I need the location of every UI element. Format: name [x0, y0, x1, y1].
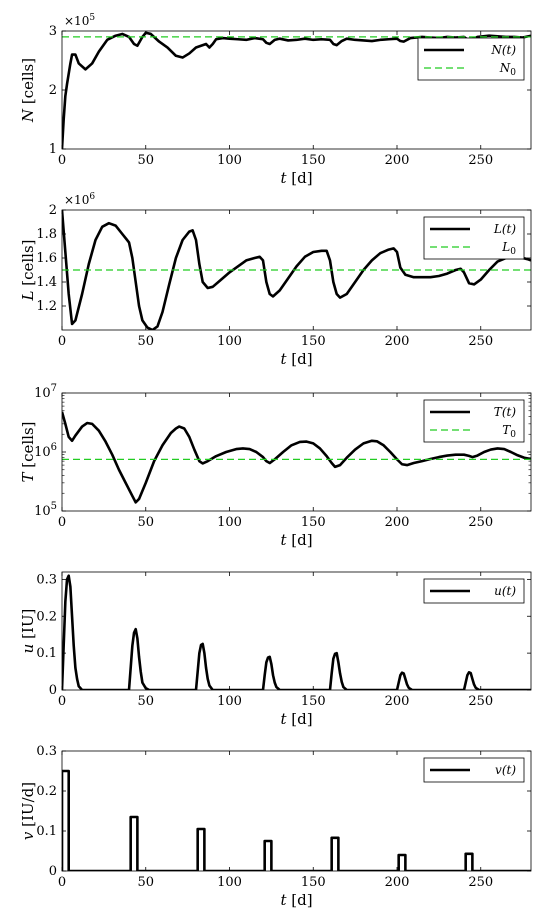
x-tick-label: 100	[217, 153, 242, 168]
legend-box	[423, 399, 525, 443]
y-tick-label: 0.3	[36, 744, 57, 759]
legend-label: N(t)	[490, 43, 516, 57]
y-tick-label: 0.2	[36, 784, 57, 799]
legend-label: T0	[502, 423, 516, 440]
x-tick-label: 250	[468, 875, 493, 890]
panel-v: 0 50 100 150 200 250 0 0.1 0.2 0.3 t [d] v [IU/d] v(…	[19, 744, 532, 909]
x-axis-label: t [d]	[280, 350, 312, 368]
panel-N: 0 50 100 150 200 250 1 2 3 ×105 t [d] N [cells] N(t)…	[19, 13, 532, 187]
y-tick-label: 0.1	[36, 646, 57, 661]
x-tick-label: 200	[385, 334, 410, 349]
x-tick-label: 150	[301, 875, 326, 890]
legend-label: T(t)	[494, 405, 517, 419]
y-tick-label: 107	[34, 383, 57, 401]
x-tick-label: 0	[58, 515, 66, 530]
panel-u: 0 50 100 150 200 250 0 0.1 0.2 0.3 t [d] u [IU] u(t)	[19, 571, 532, 728]
x-tick-label: 200	[385, 515, 410, 530]
y-tick-label: 1.8	[36, 227, 57, 242]
y-tick-label: 2	[49, 203, 57, 218]
y-tick-label: 1	[49, 142, 57, 157]
x-tick-label: 200	[385, 153, 410, 168]
x-tick-label: 200	[385, 694, 410, 709]
y-axis-label: N [cells]	[19, 58, 37, 123]
x-tick-label: 250	[468, 694, 493, 709]
legend: u(t)	[423, 578, 525, 604]
panel-L: 0 50 100 150 200 250 1.2 1.4 1.6 1.8 2 ×106 t [d] L […	[19, 192, 532, 368]
x-tick-label: 150	[301, 515, 326, 530]
axes-frame	[61, 571, 532, 691]
y-tick-label: 3	[49, 24, 57, 39]
series-line-v-0	[62, 769, 531, 871]
legend-label: v(t)	[495, 763, 516, 777]
x-tick-label: 0	[58, 875, 66, 890]
legend-label: L0	[501, 240, 516, 257]
y-tick-label: 106	[34, 442, 57, 460]
legend-label: u(t)	[494, 584, 516, 598]
legend-label: N0	[499, 61, 517, 78]
x-tick-label: 150	[301, 153, 326, 168]
y-tick-label: 0.3	[36, 572, 57, 587]
series-line-u-0	[62, 574, 531, 690]
y-tick-label: 0	[49, 864, 57, 879]
x-tick-label: 250	[468, 515, 493, 530]
axes-frame	[61, 750, 532, 872]
y-tick-label: 0.2	[36, 609, 57, 624]
y-exponent-label: ×106	[64, 192, 95, 207]
x-tick-label: 50	[137, 334, 154, 349]
x-tick-label: 100	[217, 515, 242, 530]
x-tick-label: 100	[217, 334, 242, 349]
x-tick-label: 50	[137, 875, 154, 890]
x-axis-label: t [d]	[280, 531, 312, 549]
y-tick-label: 0.1	[36, 824, 57, 839]
legend: T(t) T0	[423, 399, 525, 443]
x-tick-label: 50	[137, 694, 154, 709]
y-axis-label: v [IU/d]	[19, 782, 37, 840]
x-tick-label: 250	[468, 153, 493, 168]
legend-box	[423, 216, 525, 260]
x-tick-label: 100	[217, 694, 242, 709]
x-tick-label: 200	[385, 875, 410, 890]
y-tick-label: 2	[49, 83, 57, 98]
x-axis-label: t [d]	[280, 169, 312, 187]
y-tick-label: 0	[49, 683, 57, 698]
x-tick-label: 0	[58, 153, 66, 168]
axes-frame	[61, 209, 532, 331]
panel-T: 0 50 100 150 200 250 105 106 107 t [d] T [cells] T(…	[19, 383, 532, 549]
y-axis-label: u [IU]	[19, 609, 37, 654]
legend: N(t) N0	[417, 37, 525, 81]
legend-label: L(t)	[493, 222, 516, 236]
y-axis-label: T [cells]	[19, 421, 37, 482]
x-tick-label: 150	[301, 694, 326, 709]
y-tick-label: 105	[34, 501, 57, 519]
y-tick-label: 1.2	[36, 299, 57, 314]
y-axis-label: L [cells]	[19, 239, 37, 301]
x-tick-label: 100	[217, 875, 242, 890]
x-axis-label: t [d]	[280, 710, 312, 728]
x-axis-label: t [d]	[280, 891, 312, 909]
x-tick-label: 0	[58, 334, 66, 349]
legend: v(t)	[423, 757, 525, 783]
x-tick-label: 50	[137, 515, 154, 530]
y-tick-label: 1.4	[36, 275, 57, 290]
legend: L(t) L0	[423, 216, 525, 260]
legend-box	[417, 37, 525, 81]
series-line-T-0	[62, 411, 531, 504]
x-tick-label: 50	[137, 153, 154, 168]
series-line-L-0	[62, 210, 531, 330]
x-tick-label: 150	[301, 334, 326, 349]
y-exponent-label: ×105	[64, 13, 95, 28]
x-tick-label: 0	[58, 694, 66, 709]
x-tick-label: 250	[468, 334, 493, 349]
y-tick-label: 1.6	[36, 251, 57, 266]
